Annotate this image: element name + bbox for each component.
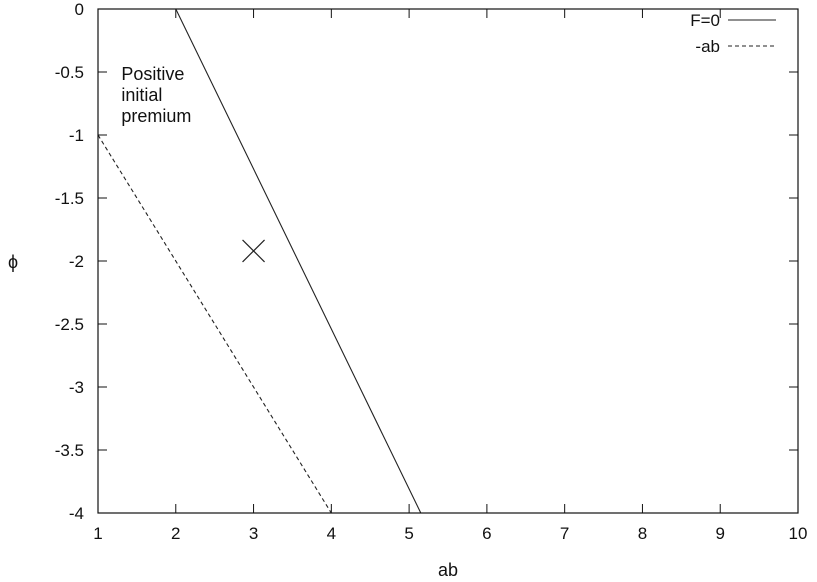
y-tick-label: -1.5 (55, 189, 84, 208)
x-tick-label: 2 (171, 524, 180, 543)
annotation-line-3: premium (121, 106, 191, 126)
x-marker-stroke-2 (242, 239, 265, 263)
annotation-line-2: initial (121, 85, 162, 105)
series-layer (97, 8, 422, 514)
x-tick-label: 3 (249, 524, 258, 543)
x-tick-label: 10 (789, 524, 808, 543)
x-axis-title: ab (438, 560, 458, 580)
y-axis-title: ϕ (8, 252, 18, 272)
x-tick-label: 8 (638, 524, 647, 543)
legend-label-neg-ab: -ab (695, 37, 720, 56)
y-tick-label: 0 (75, 0, 84, 19)
y-tick-label: -3.5 (55, 441, 84, 460)
legend-label-f0: F=0 (690, 11, 720, 30)
x-tick-label: 1 (93, 524, 102, 543)
x-tick-label: 4 (327, 524, 336, 543)
y-tick-label: -0.5 (55, 63, 84, 82)
x-tick-label: 5 (404, 524, 413, 543)
y-tick-label: -2 (69, 252, 84, 271)
y-tick-label: -1 (69, 126, 84, 145)
series-line-1 (97, 134, 332, 514)
annotation-line-1: Positive (121, 64, 184, 84)
x-tick-label: 7 (560, 524, 569, 543)
series-line-0 (175, 8, 422, 514)
x-tick-label: 9 (715, 524, 724, 543)
plot-frame (97, 8, 799, 514)
annotation-text: Positive initial premium (121, 64, 191, 126)
y-tick-label: -2.5 (55, 315, 84, 334)
x-tick-label: 6 (482, 524, 491, 543)
y-tick-label: -3 (69, 378, 84, 397)
y-tick-label: -4 (69, 504, 84, 523)
marker-layer (242, 239, 265, 263)
legend: F=0 -ab (690, 11, 776, 56)
